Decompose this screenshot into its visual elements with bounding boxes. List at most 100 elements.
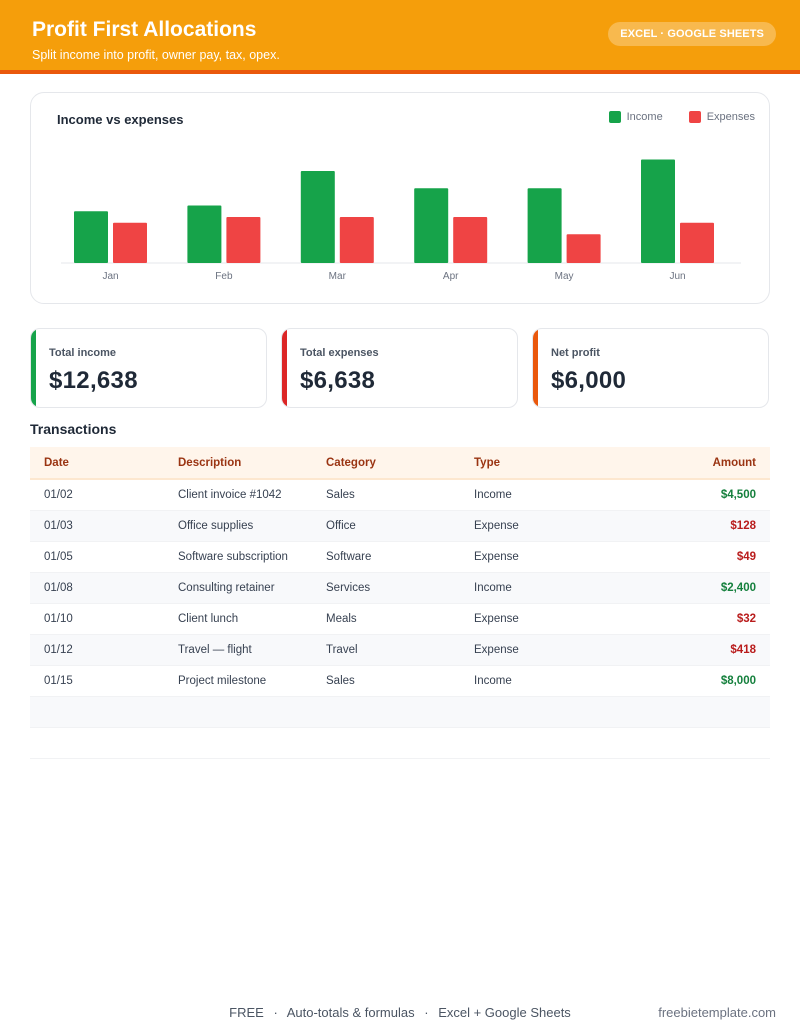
bar-chart: Jan Feb Mar Apr May Jun bbox=[61, 159, 741, 282]
header-date: Date bbox=[44, 456, 69, 469]
kpi-label: Net profit bbox=[551, 347, 600, 359]
footer-separator: · bbox=[273, 1005, 278, 1020]
cell-description: Office supplies bbox=[178, 520, 254, 532]
table-row[interactable]: 01/10 Client lunch Meals Expense $32 bbox=[30, 604, 770, 635]
kpi-accent-income bbox=[31, 329, 36, 407]
chart-title: Income vs expenses bbox=[57, 112, 184, 127]
chart-card: Income vs expenses Income Expenses Jan Fe… bbox=[30, 92, 770, 304]
bar-expenses-apr bbox=[453, 217, 488, 263]
cell-date: 01/03 bbox=[44, 520, 73, 532]
cell-amount: $4,500 bbox=[720, 489, 756, 501]
table-row[interactable]: 01/03 Office supplies Office Expense $12… bbox=[30, 511, 770, 542]
table-row[interactable]: 01/02 Client invoice #1042 Sales Income … bbox=[30, 480, 770, 511]
cell-description: Consulting retainer bbox=[178, 582, 275, 594]
cell-description: Software subscription bbox=[178, 551, 288, 563]
empty-row[interactable] bbox=[30, 697, 770, 728]
bar-expenses-jan bbox=[113, 222, 147, 263]
kpi-total-expenses: Total expenses $6,638 bbox=[281, 328, 518, 408]
x-tick-label: Jun bbox=[669, 271, 685, 282]
table-row[interactable]: 01/08 Consulting retainer Services Incom… bbox=[30, 573, 770, 604]
bar-income-jan bbox=[74, 211, 108, 263]
empty-row[interactable] bbox=[30, 728, 770, 759]
cell-amount: $2,400 bbox=[720, 582, 756, 594]
cell-type: Income bbox=[474, 675, 512, 687]
cell-date: 01/12 bbox=[44, 644, 73, 656]
cell-type: Expense bbox=[474, 613, 519, 625]
header-divider bbox=[0, 70, 800, 74]
cell-amount: $49 bbox=[736, 551, 756, 563]
kpi-value: $6,638 bbox=[300, 367, 376, 394]
header-description: Description bbox=[178, 456, 242, 469]
bar-income-apr bbox=[414, 188, 449, 263]
bar-expenses-mar bbox=[339, 217, 374, 263]
cell-description: Project milestone bbox=[178, 675, 267, 687]
cell-amount: $128 bbox=[730, 520, 756, 532]
cell-type: Income bbox=[474, 582, 512, 594]
x-tick-label: Apr bbox=[443, 271, 459, 282]
cell-date: 01/05 bbox=[44, 551, 73, 563]
header-banner: Profit First Allocations Split income in… bbox=[0, 0, 800, 70]
header-amount: Amount bbox=[712, 456, 756, 469]
transactions-table: Date Description Category Type Amount 01… bbox=[30, 447, 770, 759]
cell-category: Software bbox=[326, 551, 372, 563]
cell-date: 01/10 bbox=[44, 613, 73, 625]
cell-description: Client lunch bbox=[178, 613, 239, 625]
format-badge: EXCEL · GOOGLE SHEETS bbox=[608, 22, 776, 46]
cell-category: Travel bbox=[326, 644, 358, 656]
bar-expenses-feb bbox=[226, 217, 261, 263]
kpi-label: Total income bbox=[49, 347, 117, 359]
x-tick-label: Mar bbox=[329, 271, 347, 282]
bar-income-feb bbox=[187, 205, 222, 263]
cell-date: 01/15 bbox=[44, 675, 73, 687]
cell-category: Office bbox=[326, 520, 356, 532]
page-subtitle: Split income into profit, owner pay, tax… bbox=[32, 48, 280, 62]
kpi-accent-net bbox=[533, 329, 538, 407]
kpi-accent-expenses bbox=[282, 329, 287, 407]
cell-category: Services bbox=[326, 582, 371, 594]
footer-item: Excel + Google Sheets bbox=[438, 1005, 571, 1020]
footer-item: Auto-totals & formulas bbox=[286, 1005, 415, 1020]
cell-amount: $8,000 bbox=[720, 675, 756, 687]
cell-type: Income bbox=[474, 489, 512, 501]
transactions-title: Transactions bbox=[30, 421, 117, 437]
cell-category: Meals bbox=[326, 613, 357, 625]
cell-type: Expense bbox=[474, 520, 519, 532]
legend-item-expenses: Expenses bbox=[688, 111, 755, 123]
legend-swatch-expenses bbox=[688, 111, 701, 123]
kpi-value: $6,000 bbox=[551, 367, 627, 394]
cell-type: Expense bbox=[474, 551, 519, 563]
x-tick-label: Feb bbox=[215, 271, 233, 282]
table-row[interactable]: 01/15 Project milestone Sales Income $8,… bbox=[30, 666, 770, 697]
kpi-label: Total expenses bbox=[300, 347, 379, 359]
cell-date: 01/08 bbox=[44, 582, 73, 594]
footer-item: FREE bbox=[229, 1005, 264, 1020]
bar-income-may bbox=[527, 188, 562, 263]
kpi-value: $12,638 bbox=[49, 367, 138, 394]
bar-income-mar bbox=[300, 171, 335, 263]
x-tick-label: Jan bbox=[102, 271, 118, 282]
table-row[interactable]: 01/05 Software subscription Software Exp… bbox=[30, 542, 770, 573]
page-title: Profit First Allocations bbox=[32, 18, 257, 41]
cell-amount: $32 bbox=[736, 613, 756, 625]
bar-expenses-jun bbox=[680, 222, 714, 263]
cell-date: 01/02 bbox=[44, 489, 73, 501]
cell-category: Sales bbox=[326, 675, 355, 687]
legend-label-income: Income bbox=[626, 111, 663, 123]
x-tick-label: May bbox=[555, 271, 574, 282]
header-category: Category bbox=[326, 456, 376, 469]
bar-expenses-may bbox=[566, 234, 601, 263]
chart-legend: Income Expenses bbox=[608, 111, 755, 123]
legend-item-income: Income bbox=[608, 111, 663, 123]
table-header: Date Description Category Type Amount bbox=[30, 447, 770, 480]
header-type: Type bbox=[474, 456, 500, 469]
cell-type: Expense bbox=[474, 644, 519, 656]
kpi-net-profit: Net profit $6,000 bbox=[532, 328, 769, 408]
cell-category: Sales bbox=[326, 489, 355, 501]
table-row[interactable]: 01/12 Travel — flight Travel Expense $41… bbox=[30, 635, 770, 666]
legend-label-expenses: Expenses bbox=[706, 111, 755, 123]
cell-description: Travel — flight bbox=[178, 644, 252, 656]
footer-site-link[interactable]: freebietemplate.com bbox=[658, 1005, 776, 1020]
cell-amount: $418 bbox=[730, 644, 756, 656]
footer-separator: · bbox=[424, 1005, 429, 1020]
legend-swatch-income bbox=[608, 111, 621, 123]
